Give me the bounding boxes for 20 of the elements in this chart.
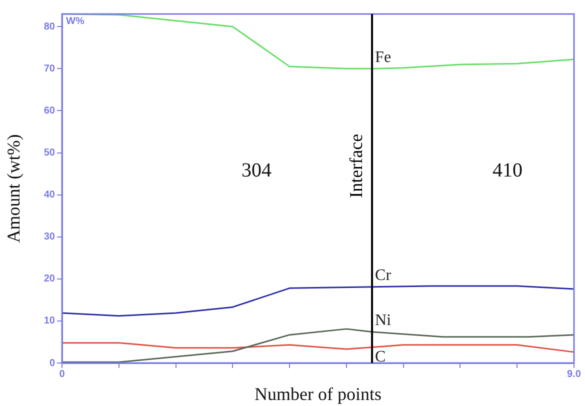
y-axis-title: Amount (wt%): [4, 134, 24, 243]
y-tick-label: 10: [44, 316, 56, 327]
x-axis-title: Number of points: [254, 384, 382, 404]
y-tick-label: 50: [44, 148, 56, 159]
annotation: W%: [66, 16, 84, 27]
x-tick-label: 9.0: [567, 368, 582, 380]
y-tick-label: 40: [44, 190, 56, 201]
ref-line-label: Interface: [346, 134, 366, 198]
series-label: Cr: [375, 267, 392, 284]
y-tick-label: 80: [44, 21, 56, 32]
annotation: 304: [242, 159, 272, 182]
y-tick-label: 60: [44, 105, 56, 116]
series-label: C: [375, 348, 386, 366]
y-tick-label: 20: [44, 274, 56, 285]
y-tick-label: 0: [49, 358, 56, 369]
y-tick-label: 70: [44, 63, 56, 74]
series-label: Ni: [375, 312, 392, 330]
y-tick-label: 30: [44, 232, 56, 243]
annotation: 410: [492, 159, 522, 182]
series-label: Fe: [375, 48, 392, 66]
